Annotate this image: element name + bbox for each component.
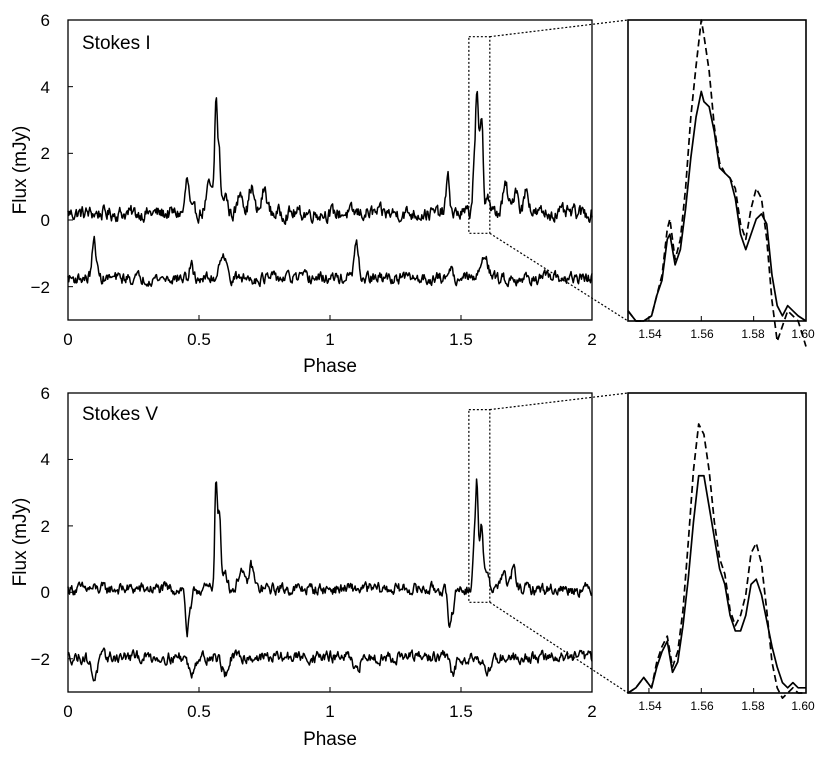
stokes-i-title: Stokes I <box>82 33 151 54</box>
stokes-v-series-upper-line <box>67 478 593 638</box>
stokes-v-y-tick-4: 4 <box>41 450 50 469</box>
stokes-i-inset-x-tick-1.60: 1.60 <box>791 327 815 341</box>
stokes-i-inset-x-tick-1.54: 1.54 <box>638 327 662 341</box>
stokes-i-y-tick-6: 6 <box>41 11 50 30</box>
stokes-v-zoom-window <box>468 409 491 603</box>
stokes-i-y-tick-2: 2 <box>41 144 50 163</box>
stokes-i-panel: Stokes I 6 4 2 0 −2 0 0.5 1 1.5 2 Phase … <box>10 11 597 377</box>
stokes-i-x-tick-0: 0 <box>63 330 72 349</box>
stokes-v-x-axis-label: Phase <box>303 729 357 750</box>
stokes-v-zoom-connector-bottom <box>489 601 629 694</box>
stokes-i-x-axis: 0 0.5 1 1.5 2 <box>63 330 596 349</box>
stokes-v-inset: 1.54 1.56 1.58 1.60 <box>627 392 815 713</box>
stokes-v-series-lower-line <box>67 647 593 682</box>
stokes-v-inset-x-tick-1.58: 1.58 <box>741 699 765 713</box>
stokes-i-plot-frame <box>67 19 593 321</box>
stokes-i-x-tick-1.5: 1.5 <box>449 330 473 349</box>
stokes-v-x-tick-0.5: 0.5 <box>187 702 211 721</box>
stokes-v-x-tick-0: 0 <box>63 702 72 721</box>
stokes-i-inset-tick-marks <box>648 316 807 321</box>
stokes-v-y-axis-label: Flux (mJy) <box>10 498 31 587</box>
stokes-v-inset-x-tick-1.60: 1.60 <box>791 699 815 713</box>
stokes-i-y-tick-0: 0 <box>41 211 50 230</box>
stokes-i-y-tick-neg2: −2 <box>31 278 50 297</box>
stokes-v-plot-frame <box>67 392 593 693</box>
stokes-i-inset-x-tick-1.56: 1.56 <box>690 327 714 341</box>
stokes-v-x-tick-1.5: 1.5 <box>449 702 473 721</box>
stokes-v-inset-dashed-line <box>627 423 806 700</box>
stokes-v-inset-x-tick-1.54: 1.54 <box>638 699 662 713</box>
stokes-v-inset-frame <box>627 392 807 694</box>
stokes-v-panel: Stokes V 6 4 2 0 −2 0 0.5 1 1.5 2 Phase … <box>10 384 597 750</box>
stokes-v-x-tick-1: 1 <box>325 702 334 721</box>
stokes-i-zoom-window <box>468 36 491 234</box>
stokes-i-zoom-connector-bottom <box>489 232 629 322</box>
stokes-i-x-tick-2: 2 <box>587 330 596 349</box>
stokes-i-y-axis-label: Flux (mJy) <box>10 126 31 215</box>
stokes-i-inset-solid-line <box>627 90 807 322</box>
stokes-v-y-axis: 6 4 2 0 −2 <box>31 384 50 669</box>
stokes-i-inset-x-tick-1.58: 1.58 <box>741 327 765 341</box>
stokes-v-y-tick-2: 2 <box>41 517 50 536</box>
stokes-i-zoom-connector-top <box>489 19 629 38</box>
stokes-i-inset-dashed-line <box>627 19 807 347</box>
stokes-v-inset-solid-line <box>627 474 806 694</box>
stokes-i-series-lower-line <box>67 235 593 288</box>
stokes-i-x-tick-1: 1 <box>325 330 334 349</box>
stokes-i-y-axis: 6 4 2 0 −2 <box>31 11 50 297</box>
stokes-v-y-tick-6: 6 <box>41 384 50 403</box>
stokes-i-inset-frame <box>627 19 807 322</box>
stokes-v-x-tick-2: 2 <box>587 702 596 721</box>
stokes-v-y-tick-0: 0 <box>41 583 50 602</box>
stokes-i-y-tick-4: 4 <box>41 78 50 97</box>
stokes-v-x-axis: 0 0.5 1 1.5 2 <box>63 702 596 721</box>
stokes-i-x-tick-0.5: 0.5 <box>187 330 211 349</box>
stokes-v-y-tick-neg2: −2 <box>31 650 50 669</box>
stokes-i-inset: 1.54 1.56 1.58 1.60 <box>627 19 815 347</box>
stokes-v-tick-marks <box>67 392 593 692</box>
stokes-i-x-axis-label: Phase <box>303 356 357 377</box>
stokes-i-tick-marks <box>67 19 593 320</box>
stokes-v-title: Stokes V <box>82 404 158 425</box>
stokes-v-inset-x-tick-1.56: 1.56 <box>690 699 714 713</box>
stokes-v-inset-tick-marks <box>648 688 807 693</box>
stokes-i-series-upper-line <box>67 90 593 225</box>
stokes-v-zoom-connector-top <box>489 392 629 411</box>
